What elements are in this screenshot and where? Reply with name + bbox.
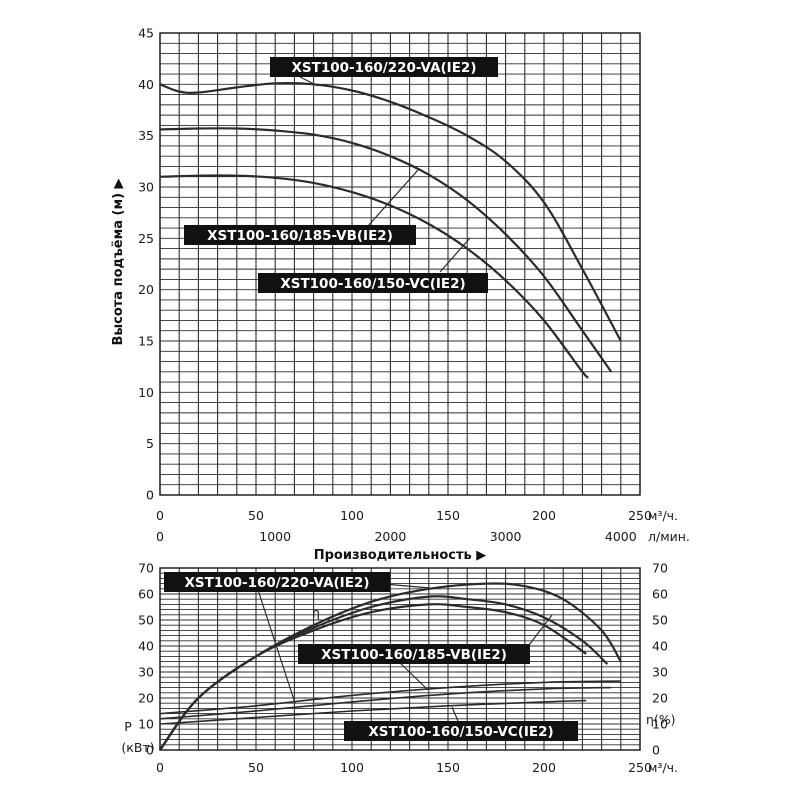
curve-label-vc-box bbox=[258, 273, 488, 293]
x2-unit-label: л/мин. bbox=[648, 529, 690, 544]
curve-label-va-lower: XST100-160/220-VA(IE2) bbox=[185, 575, 370, 591]
x-tick-label: 250 bbox=[628, 760, 652, 775]
y-tick-label: 40 bbox=[138, 77, 154, 92]
power-curve-2 bbox=[159, 686, 612, 720]
x-tick-label: 200 bbox=[532, 508, 556, 523]
y2-tick-label: 30 bbox=[652, 665, 668, 680]
x-unit-label: м³/ч. bbox=[648, 508, 678, 523]
x-tick-label: 100 bbox=[340, 760, 364, 775]
curve-label-va-box bbox=[270, 57, 498, 77]
curve-label-vc-lower-box bbox=[344, 721, 578, 741]
y2-tick-label: 0 bbox=[652, 743, 660, 758]
head-curve-2 bbox=[159, 127, 613, 373]
leader-line bbox=[395, 658, 429, 691]
curve-label-vc-lower: XST100-160/150-VC(IE2) bbox=[368, 724, 553, 740]
head-curve-3 bbox=[159, 174, 590, 379]
y-tick-label: 25 bbox=[138, 231, 154, 246]
y-tick-label: 60 bbox=[138, 587, 154, 602]
curve-label-vb-lower-box bbox=[298, 644, 530, 664]
y-tick-label: 20 bbox=[138, 691, 154, 706]
plot-frame bbox=[159, 567, 641, 751]
x2-tick-label: 4000 bbox=[605, 529, 637, 544]
x-tick-label: 50 bbox=[248, 760, 264, 775]
x-tick-label: 0 bbox=[156, 760, 164, 775]
leader-line bbox=[383, 583, 431, 589]
x2-tick-label: 3000 bbox=[490, 529, 522, 544]
y-tick-label: 15 bbox=[138, 334, 154, 349]
y-tick-label: 10 bbox=[138, 385, 154, 400]
plot-frame bbox=[159, 32, 641, 496]
y-tick-label: 45 bbox=[138, 26, 154, 41]
efficiency-curve-3 bbox=[159, 603, 587, 751]
leader-line bbox=[299, 76, 319, 87]
p-unit-label: (кВт) bbox=[121, 740, 154, 755]
curve-label-va-lower-box bbox=[164, 572, 390, 592]
x-axis-title: Производительность ▶ bbox=[314, 548, 487, 563]
x-tick-label: 150 bbox=[436, 760, 460, 775]
leader-line bbox=[257, 589, 296, 704]
x-tick-label: 150 bbox=[436, 508, 460, 523]
y2-tick-label: 20 bbox=[652, 691, 668, 706]
curve-label-va: XST100-160/220-VA(IE2) bbox=[292, 60, 477, 76]
power-curve-1 bbox=[159, 680, 621, 715]
leader-line bbox=[451, 706, 459, 722]
x2-tick-label: 2000 bbox=[374, 529, 406, 544]
y2-tick-label: 40 bbox=[652, 639, 668, 654]
y-tick-label: 50 bbox=[138, 613, 154, 628]
y-tick-label: 5 bbox=[146, 436, 154, 451]
y2-tick-label: 50 bbox=[652, 613, 668, 628]
y2-tick-label: 70 bbox=[652, 561, 668, 576]
x-tick-label: 0 bbox=[156, 508, 164, 523]
eta-axis-label: η(%) bbox=[646, 712, 676, 727]
curve-label-vb-lower: XST100-160/185-VB(IE2) bbox=[321, 647, 507, 663]
leader-line bbox=[439, 237, 471, 273]
x-tick-label: 50 bbox=[248, 508, 264, 523]
y-tick-label: 0 bbox=[146, 488, 154, 503]
y-tick-label: 35 bbox=[138, 128, 154, 143]
x-unit-label: м³/ч. bbox=[648, 760, 678, 775]
y-tick-label: 10 bbox=[138, 717, 154, 732]
x2-tick-label: 0 bbox=[156, 529, 164, 544]
leader-line bbox=[367, 169, 419, 227]
eta-curve-label: η bbox=[312, 605, 320, 620]
x2-tick-label: 1000 bbox=[259, 529, 291, 544]
curve-label-vb: XST100-160/185-VB(IE2) bbox=[207, 228, 393, 244]
curve-label-vc: XST100-160/150-VC(IE2) bbox=[280, 276, 465, 292]
y-tick-label: 0 bbox=[146, 743, 154, 758]
x-tick-label: 250 bbox=[628, 508, 652, 523]
x-tick-label: 200 bbox=[532, 760, 556, 775]
y-tick-label: 20 bbox=[138, 282, 154, 297]
y-tick-label: 70 bbox=[138, 561, 154, 576]
y2-tick-label: 10 bbox=[652, 717, 668, 732]
y-tick-label: 40 bbox=[138, 639, 154, 654]
leader-line bbox=[525, 614, 553, 650]
x-tick-label: 100 bbox=[340, 508, 364, 523]
head-curve-1 bbox=[159, 81, 622, 342]
y-tick-label: 30 bbox=[138, 665, 154, 680]
p-axis-label: P bbox=[124, 719, 132, 734]
power-curve-3 bbox=[159, 699, 587, 725]
y2-tick-label: 60 bbox=[652, 587, 668, 602]
y-tick-label: 30 bbox=[138, 180, 154, 195]
curve-label-vb-box bbox=[184, 225, 416, 245]
y-axis-title: Высота подъёма (м) ▶ bbox=[111, 178, 126, 345]
